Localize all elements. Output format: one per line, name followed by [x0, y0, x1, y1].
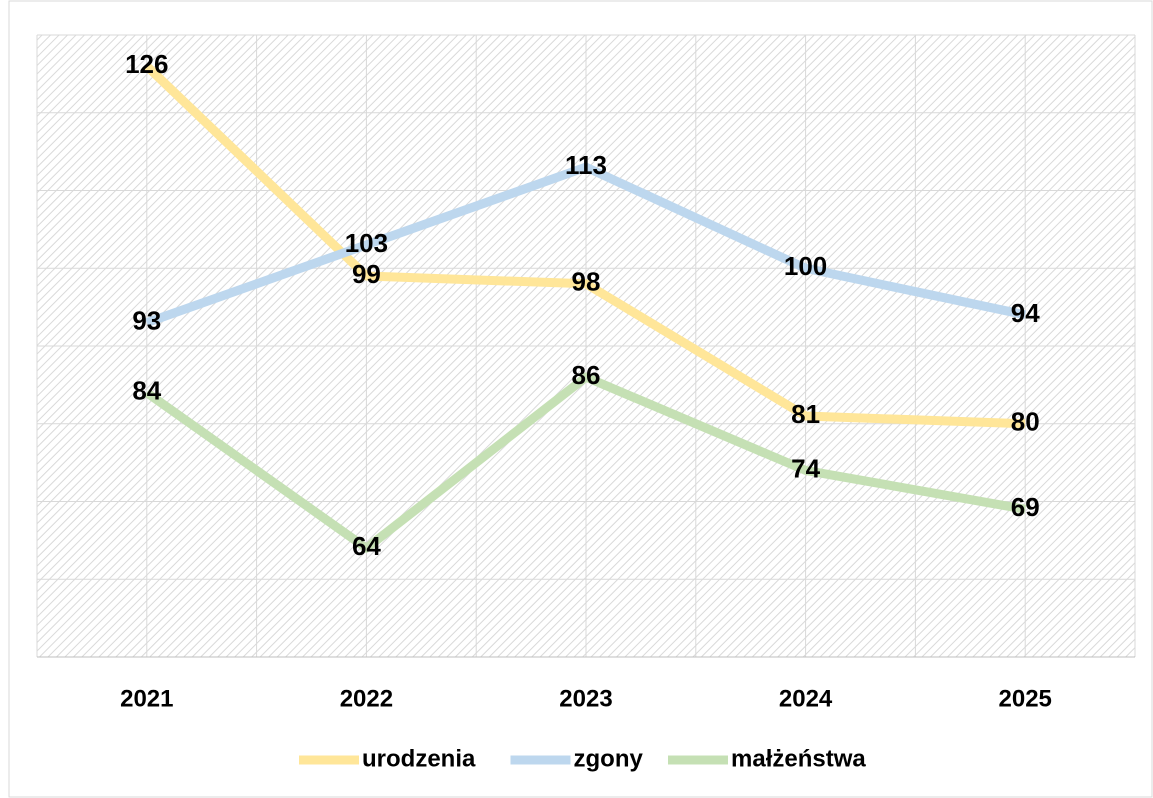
data-label: 81	[791, 399, 820, 429]
data-label: 69	[1011, 492, 1040, 522]
data-label: 98	[572, 267, 601, 297]
data-label: 93	[132, 306, 161, 336]
data-label: 80	[1011, 407, 1040, 437]
x-tick-label: 2025	[999, 685, 1052, 712]
x-tick-label: 2024	[779, 685, 833, 712]
x-tick-label: 2023	[559, 685, 612, 712]
series-line	[143, 62, 1026, 429]
x-tick-label: 2022	[340, 685, 393, 712]
x-tick-label: 2021	[120, 685, 173, 712]
data-label: 103	[345, 228, 388, 258]
series-line	[144, 372, 1026, 553]
legend-label: urodzenia	[362, 745, 476, 772]
data-label: 84	[132, 376, 161, 406]
data-label: 74	[791, 453, 820, 483]
series-line	[145, 162, 1027, 327]
data-label: 113	[565, 150, 607, 180]
data-label: 99	[352, 259, 381, 289]
data-label: 126	[125, 49, 168, 79]
data-label: 86	[572, 360, 601, 390]
legend-label: małżeństwa	[731, 745, 866, 772]
data-label: 94	[1011, 298, 1040, 328]
data-label: 100	[784, 251, 827, 281]
data-label: 64	[352, 531, 381, 561]
legend-label: zgony	[574, 745, 644, 772]
